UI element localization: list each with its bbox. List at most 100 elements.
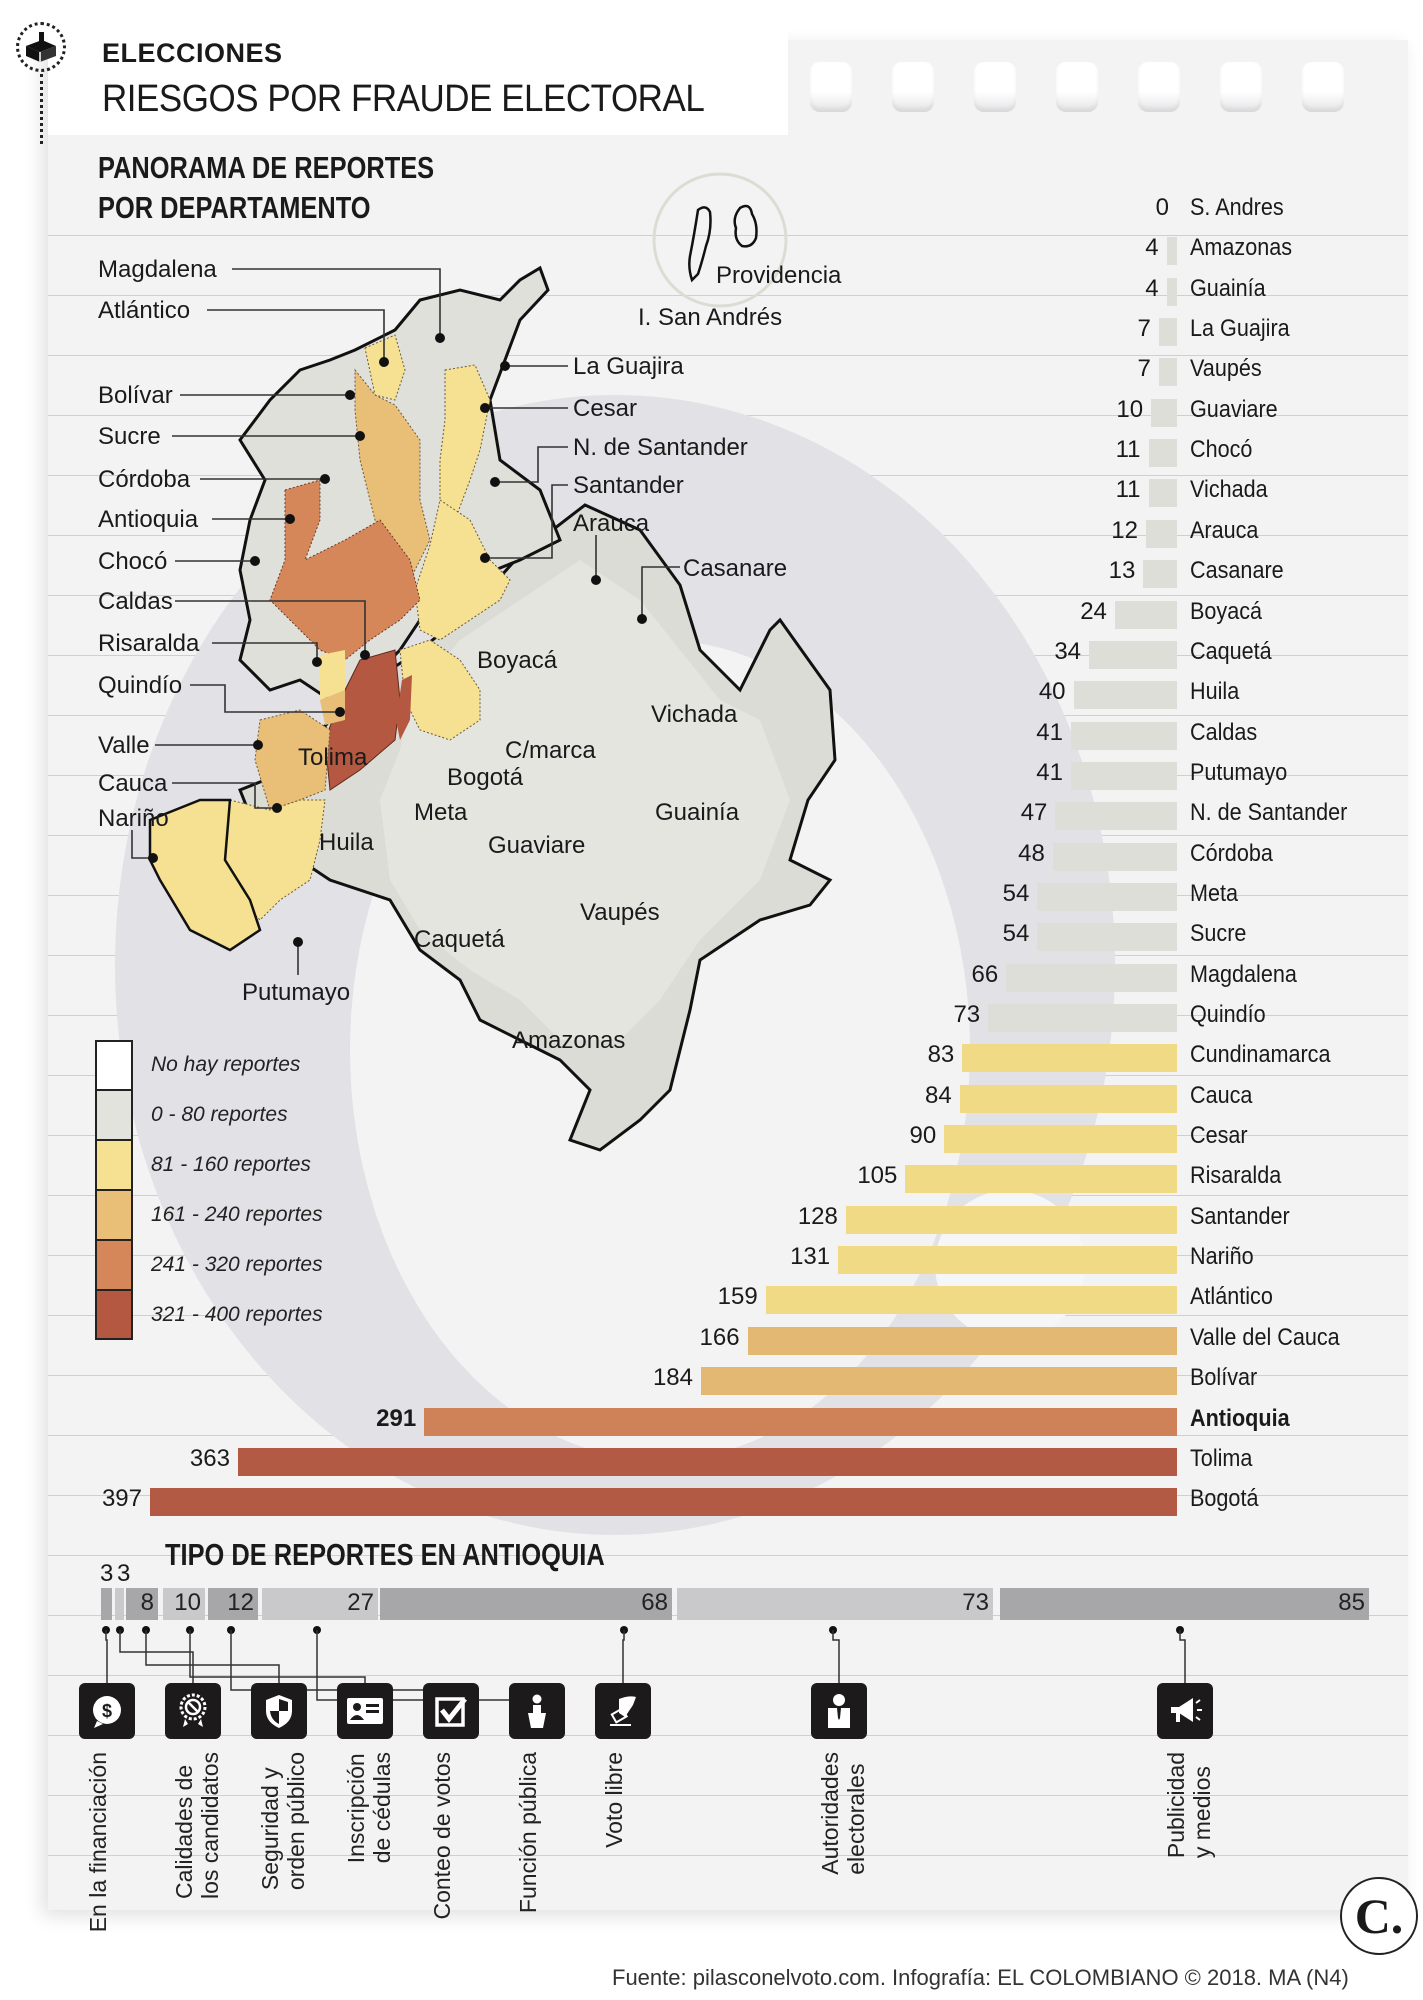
bar-value: 34 bbox=[1054, 637, 1082, 665]
segment-value: 3 bbox=[100, 1560, 114, 1587]
report-type-segment bbox=[126, 1588, 158, 1620]
bar-value: 73 bbox=[953, 1001, 981, 1028]
ballot-box-icon bbox=[16, 22, 66, 72]
bar bbox=[1148, 439, 1177, 468]
megaphone-icon bbox=[1157, 1683, 1213, 1739]
bar-label: Nariño bbox=[1190, 1243, 1254, 1271]
report-type-label: Función pública bbox=[515, 1752, 541, 1914]
bar-value: 0 bbox=[1155, 194, 1169, 221]
bar-label: Bolívar bbox=[1190, 1364, 1258, 1392]
bar-row: 0 S. Andres bbox=[0, 190, 1423, 230]
ruled-line bbox=[48, 355, 1408, 356]
report-type-segment bbox=[163, 1588, 205, 1620]
dotted-connector bbox=[40, 74, 43, 144]
bar-value: 128 bbox=[797, 1202, 838, 1230]
legend-item: 81 - 160 reportes bbox=[95, 1140, 323, 1190]
report-type-segment bbox=[262, 1588, 378, 1620]
bar-value: 48 bbox=[1018, 839, 1045, 867]
bar-row: 13 Casanare bbox=[0, 553, 1423, 593]
ruled-line bbox=[48, 1855, 1408, 1856]
tipo-section-title: TIPO DE REPORTES EN ANTIOQUIA bbox=[165, 1537, 605, 1572]
bar-row: 90 Cesar bbox=[0, 1118, 1423, 1158]
bar bbox=[1073, 681, 1177, 710]
kicker: ELECCIONES bbox=[102, 38, 283, 68]
bar-label: Meta bbox=[1190, 879, 1239, 907]
bar-label: Vaupés bbox=[1190, 355, 1262, 383]
bar-value: 90 bbox=[909, 1122, 937, 1150]
bar-value: 105 bbox=[857, 1162, 898, 1190]
bar bbox=[1151, 398, 1177, 427]
bar-value: 84 bbox=[924, 1081, 952, 1109]
bar-row: 73 Quindío bbox=[0, 997, 1423, 1037]
notebook-holes bbox=[810, 62, 1344, 112]
legend-swatch bbox=[95, 1290, 133, 1340]
bar-row: 397 Bogotá bbox=[0, 1481, 1423, 1521]
bar bbox=[838, 1246, 1177, 1275]
hole bbox=[1220, 62, 1262, 112]
segment-value: 73 bbox=[962, 1589, 989, 1616]
hole bbox=[810, 62, 852, 112]
bar bbox=[747, 1326, 1177, 1355]
bar-row: 105 Risaralda bbox=[0, 1158, 1423, 1198]
bar-value: 159 bbox=[717, 1283, 758, 1311]
bar-label: Boyacá bbox=[1190, 597, 1263, 625]
segment-value: 3 bbox=[117, 1560, 131, 1587]
bar-row: 24 Boyacá bbox=[0, 594, 1423, 634]
bar-label: Magdalena bbox=[1190, 960, 1297, 988]
bar bbox=[1006, 963, 1177, 992]
bar-row: 41 Putumayo bbox=[0, 755, 1423, 795]
legend-swatch bbox=[95, 1240, 133, 1290]
ruled-line bbox=[48, 1735, 1408, 1736]
hand-ballot-icon bbox=[595, 1683, 651, 1739]
report-type-label: Autoridades electorales bbox=[817, 1752, 869, 1875]
bar-label: Cundinamarca bbox=[1190, 1041, 1331, 1069]
bar-value: 184 bbox=[652, 1364, 693, 1392]
legend-swatch bbox=[95, 1190, 133, 1240]
money-bubble-icon: $ bbox=[79, 1683, 135, 1739]
bar-label: Bogotá bbox=[1190, 1485, 1259, 1513]
bar-row: 7 Vaupés bbox=[0, 351, 1423, 391]
bar bbox=[424, 1407, 1177, 1436]
bar-row: 83 Cundinamarca bbox=[0, 1037, 1423, 1077]
bar-label: Córdoba bbox=[1190, 839, 1273, 867]
award-prohibited-icon bbox=[165, 1683, 221, 1739]
bar-label: Quindío bbox=[1190, 1001, 1266, 1028]
bar-label: Cesar bbox=[1190, 1122, 1248, 1150]
bar bbox=[1070, 761, 1177, 790]
bar-row: 10 Guaviare bbox=[0, 392, 1423, 432]
legend-swatch bbox=[95, 1090, 133, 1140]
bar bbox=[1166, 237, 1177, 266]
bar-label: Chocó bbox=[1190, 436, 1253, 464]
bar-row: 166 Valle del Cauca bbox=[0, 1320, 1423, 1360]
report-type-label: Publicidad y medios bbox=[1163, 1752, 1215, 1859]
bar bbox=[1145, 519, 1177, 548]
report-type-segment bbox=[1000, 1588, 1369, 1620]
bar bbox=[905, 1165, 1177, 1194]
legend-label: 241 - 320 reportes bbox=[151, 1253, 323, 1276]
bar-row: 4 Guainía bbox=[0, 271, 1423, 311]
bar bbox=[962, 1044, 1177, 1073]
bar bbox=[150, 1488, 1177, 1517]
map-section-title: PANORAMA DE REPORTES POR DEPARTAMENTO bbox=[98, 148, 434, 228]
bar-value: 4 bbox=[1145, 234, 1159, 262]
bar-value: 54 bbox=[1002, 920, 1030, 948]
bar-label: Guaviare bbox=[1190, 395, 1278, 423]
report-type-label: Seguridad y orden público bbox=[257, 1752, 309, 1891]
bar-value: 131 bbox=[790, 1243, 831, 1271]
bar-row: 84 Cauca bbox=[0, 1078, 1423, 1118]
bar-row: 11 Vichada bbox=[0, 472, 1423, 512]
segment-value: 8 bbox=[140, 1589, 154, 1616]
shield-icon bbox=[251, 1683, 307, 1739]
bar-label: Santander bbox=[1190, 1202, 1290, 1230]
bar-row: 291 Antioquia bbox=[0, 1401, 1423, 1441]
bar-label: Caldas bbox=[1190, 718, 1258, 746]
bar-label: Atlántico bbox=[1190, 1283, 1273, 1311]
bar-row: 7 La Guajira bbox=[0, 311, 1423, 351]
bar-label: Huila bbox=[1190, 678, 1240, 706]
map-title-line2: POR DEPARTAMENTO bbox=[98, 190, 371, 225]
report-type-segment bbox=[677, 1588, 993, 1620]
bar-label: Guainía bbox=[1190, 274, 1266, 302]
bar-label: Cauca bbox=[1190, 1081, 1253, 1109]
bar-label: Amazonas bbox=[1190, 234, 1293, 262]
bar-value: 11 bbox=[1115, 436, 1141, 464]
